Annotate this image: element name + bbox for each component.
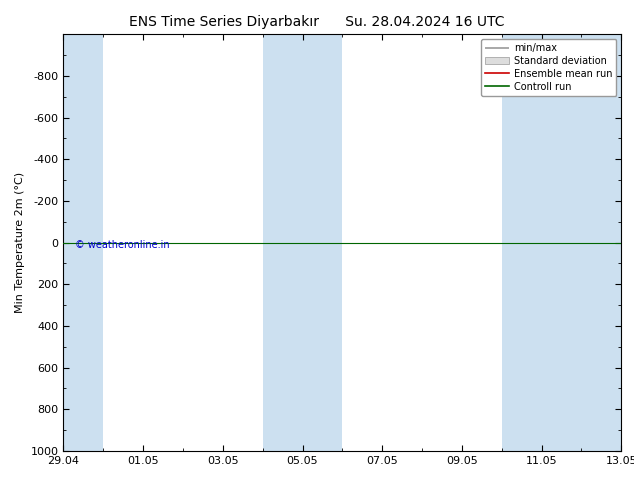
Y-axis label: Min Temperature 2m (°C): Min Temperature 2m (°C) [15,172,25,313]
Bar [501,34,621,451]
Bar [63,34,103,451]
Text: ENS Time Series Diyarbakır      Su. 28.04.2024 16 UTC: ENS Time Series Diyarbakır Su. 28.04.202… [129,15,505,29]
Text: © weatheronline.in: © weatheronline.in [75,241,169,250]
Bar [262,34,342,451]
Legend: min/max, Standard deviation, Ensemble mean run, Controll run: min/max, Standard deviation, Ensemble me… [481,39,616,96]
